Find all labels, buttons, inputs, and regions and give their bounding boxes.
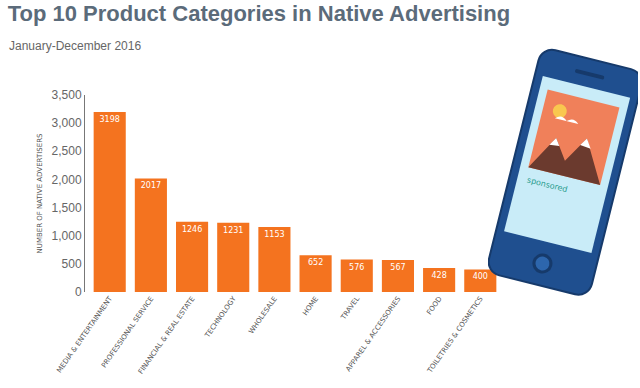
svg-text:2017: 2017 (141, 181, 161, 190)
svg-text:TOILETRIES & COSMETICS: TOILETRIES & COSMETICS (425, 295, 485, 376)
svg-text:FINANCIAL & REAL ESTATE: FINANCIAL & REAL ESTATE (137, 295, 197, 375)
svg-text:PROFESSIONAL SERVICE: PROFESSIONAL SERVICE (100, 295, 155, 369)
svg-text:Top 10 Product Categories in N: Top 10 Product Categories in Native Adve… (8, 1, 510, 26)
svg-text:TRAVEL: TRAVEL (339, 295, 361, 322)
svg-text:400: 400 (473, 272, 488, 281)
svg-text:MEDIA & ENTERTAINMENT: MEDIA & ENTERTAINMENT (55, 294, 114, 374)
svg-text:3198: 3198 (100, 115, 120, 124)
svg-text:1,500: 1,500 (52, 201, 82, 215)
svg-text:567: 567 (390, 263, 405, 272)
svg-text:WHOLESALE: WHOLESALE (247, 295, 279, 335)
svg-text:3,500: 3,500 (52, 88, 82, 102)
svg-text:1246: 1246 (182, 225, 202, 234)
svg-text:3,000: 3,000 (52, 116, 82, 130)
svg-text:APPAREL & ACCESSORIES: APPAREL & ACCESSORIES (344, 295, 402, 374)
svg-text:FOOD: FOOD (425, 295, 443, 316)
svg-text:576: 576 (349, 263, 364, 272)
svg-text:1231: 1231 (223, 226, 243, 235)
svg-text:TECHNOLOGY: TECHNOLOGY (203, 294, 238, 339)
svg-text:428: 428 (431, 271, 446, 280)
svg-text:2,500: 2,500 (52, 144, 82, 158)
svg-text:HOME: HOME (301, 295, 320, 317)
svg-text:0: 0 (75, 285, 82, 299)
svg-text:NUMBER OF NATIVE ADVERTISERS: NUMBER OF NATIVE ADVERTISERS (36, 133, 44, 253)
svg-text:1153: 1153 (264, 230, 284, 239)
svg-text:sponsored: sponsored (526, 175, 568, 194)
svg-text:1,000: 1,000 (52, 229, 82, 243)
svg-text:500: 500 (62, 257, 82, 271)
svg-text:652: 652 (308, 258, 323, 267)
svg-text:January-December 2016: January-December 2016 (9, 39, 141, 53)
svg-text:2,000: 2,000 (52, 173, 82, 187)
